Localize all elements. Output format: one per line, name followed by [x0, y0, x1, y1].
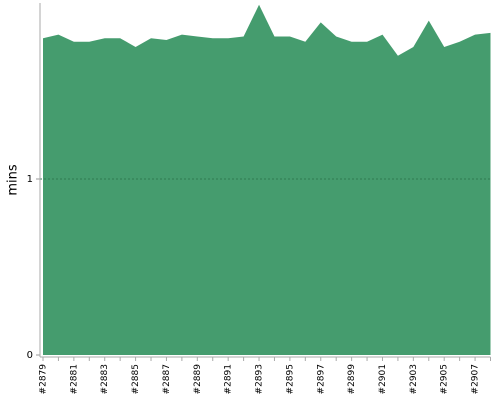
x-tick-label: #2899	[347, 364, 357, 395]
x-tick-label: #2887	[162, 364, 172, 394]
y-axis-label: mins	[6, 164, 21, 196]
x-tick-label: #2885	[131, 364, 141, 394]
y-tick-label: 0	[27, 350, 33, 361]
x-tick-label: #2881	[69, 364, 79, 394]
x-tick-label: #2901	[378, 364, 388, 394]
x-tick-label: #2905	[440, 364, 450, 394]
x-tick-label: #2897	[316, 364, 326, 394]
x-tick-label: #2889	[193, 364, 203, 395]
x-tick-label: #2891	[224, 364, 234, 394]
x-tick-label: #2883	[100, 364, 110, 394]
x-tick-label: #2879	[39, 364, 49, 395]
x-tick-label: #2903	[409, 364, 419, 394]
y-tick-label: 1	[27, 174, 33, 185]
x-tick-label: #2893	[255, 364, 265, 394]
x-tick-label: #2907	[471, 364, 481, 394]
x-tick-label: #2895	[285, 364, 295, 394]
area	[43, 4, 491, 355]
